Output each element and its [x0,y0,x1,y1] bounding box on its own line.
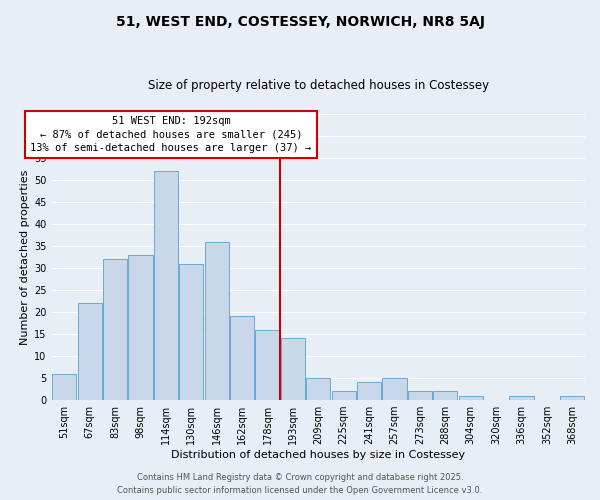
Bar [509,396,533,400]
Bar [458,396,483,400]
Bar [154,171,178,400]
Bar [77,304,102,400]
Text: Contains HM Land Registry data © Crown copyright and database right 2025.
Contai: Contains HM Land Registry data © Crown c… [118,474,482,495]
Bar [306,378,331,400]
Bar [205,242,229,400]
Text: 51 WEST END: 192sqm
← 87% of detached houses are smaller (245)
13% of semi-detac: 51 WEST END: 192sqm ← 87% of detached ho… [31,116,311,152]
Bar [52,374,76,400]
Bar [357,382,381,400]
Bar [230,316,254,400]
Bar [408,392,432,400]
Bar [332,392,356,400]
Bar [560,396,584,400]
Bar [281,338,305,400]
Bar [256,330,280,400]
Bar [179,264,203,400]
Bar [433,392,457,400]
Bar [103,259,127,400]
Bar [382,378,407,400]
Bar [128,255,152,400]
X-axis label: Distribution of detached houses by size in Costessey: Distribution of detached houses by size … [171,450,466,460]
Y-axis label: Number of detached properties: Number of detached properties [20,170,30,344]
Text: 51, WEST END, COSTESSEY, NORWICH, NR8 5AJ: 51, WEST END, COSTESSEY, NORWICH, NR8 5A… [115,15,485,29]
Title: Size of property relative to detached houses in Costessey: Size of property relative to detached ho… [148,79,489,92]
